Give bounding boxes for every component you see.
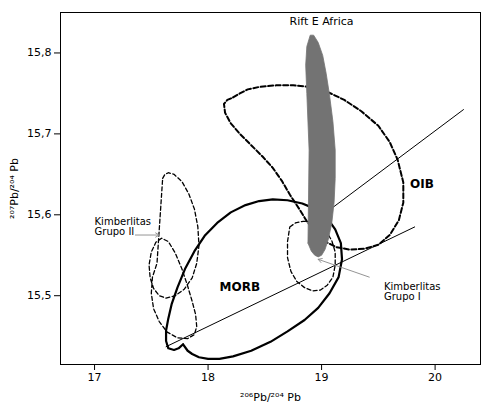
svg-text:15,8: 15,8 xyxy=(27,46,52,59)
svg-text:19: 19 xyxy=(315,371,329,384)
svg-text:17: 17 xyxy=(88,371,102,384)
svg-text:KimberlitasGrupo II: KimberlitasGrupo II xyxy=(95,216,152,237)
svg-text:KimberlitasGrupo I: KimberlitasGrupo I xyxy=(384,281,441,302)
svg-text:²⁰⁶Pb/²⁰⁴ Pb: ²⁰⁶Pb/²⁰⁴ Pb xyxy=(240,391,301,404)
svg-text:18: 18 xyxy=(201,371,215,384)
svg-text:MORB: MORB xyxy=(220,280,261,294)
svg-text:15,7: 15,7 xyxy=(27,127,52,140)
svg-text:15,6: 15,6 xyxy=(27,208,52,221)
svg-text:OIB: OIB xyxy=(410,177,434,191)
svg-text:15,5: 15,5 xyxy=(27,289,52,302)
svg-text:Rift E Africa: Rift E Africa xyxy=(290,15,354,28)
svg-text:²⁰⁷Pb/²⁰⁴ Pb: ²⁰⁷Pb/²⁰⁴ Pb xyxy=(8,158,21,219)
svg-text:20: 20 xyxy=(428,371,442,384)
